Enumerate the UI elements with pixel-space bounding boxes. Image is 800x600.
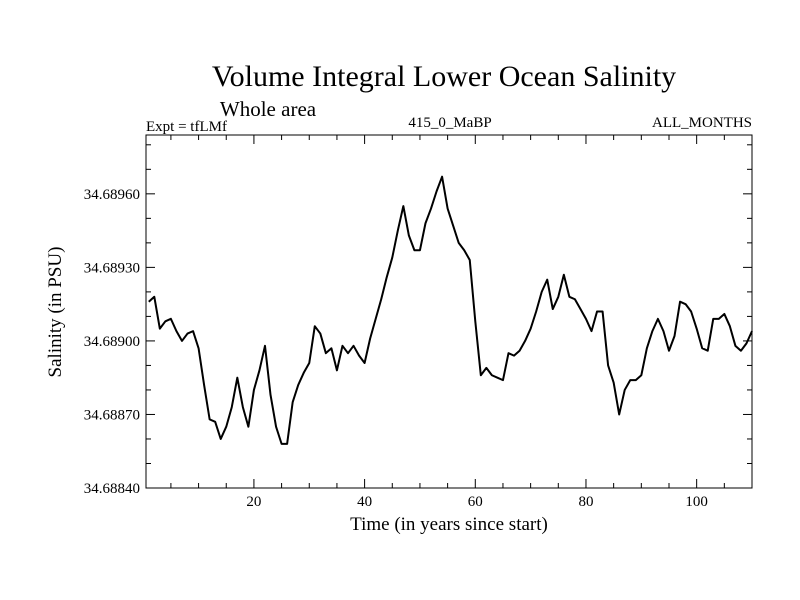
x-tick-label: 100 bbox=[685, 494, 708, 510]
x-axis-label: Time (in years since start) bbox=[350, 514, 548, 535]
x-tick-label: 60 bbox=[468, 494, 483, 510]
chart-subtitle: Whole area bbox=[220, 97, 317, 121]
x-tick-label: 80 bbox=[578, 494, 593, 510]
y-tick-label: 34.68870 bbox=[84, 407, 140, 423]
plot-frame bbox=[145, 134, 753, 489]
salinity-series-line bbox=[148, 175, 753, 445]
y-tick-label: 34.68930 bbox=[84, 260, 140, 276]
axis-tick-labels: 20 40 60 80 100 34.68840 34.68870 34.68900 34.68… bbox=[84, 187, 708, 510]
axis-ticks bbox=[146, 135, 753, 489]
y-axis-label: Salinity (in PSU) bbox=[45, 247, 66, 378]
months-label: ALL_MONTHS bbox=[652, 115, 752, 131]
y-tick-label: 34.68840 bbox=[84, 481, 140, 497]
experiment-label: Expt = tfLMf bbox=[146, 119, 227, 135]
x-tick-label: 40 bbox=[357, 494, 372, 510]
chart-title: Volume Integral Lower Ocean Salinity bbox=[212, 60, 676, 93]
run-id-label: 415_0_MaBP bbox=[408, 115, 491, 131]
x-tick-label: 20 bbox=[246, 494, 261, 510]
y-tick-label: 34.68960 bbox=[84, 187, 140, 203]
y-tick-label: 34.68900 bbox=[84, 334, 140, 350]
